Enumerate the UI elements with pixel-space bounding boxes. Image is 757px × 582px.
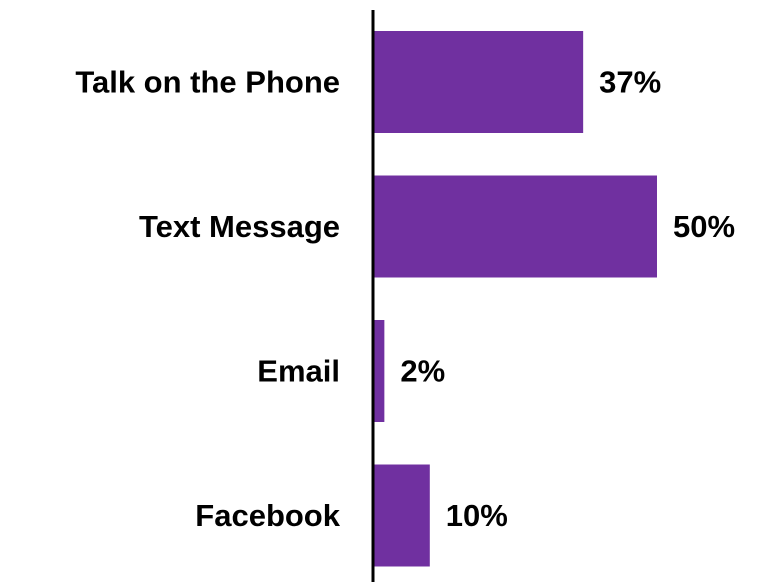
value-label: 50% <box>673 209 735 244</box>
labels-layer: Talk on the Phone 37% Text Message 50% Email… <box>75 65 735 534</box>
category-label: Talk on the Phone <box>75 65 340 100</box>
bar-email <box>373 320 385 422</box>
bar-facebook <box>373 464 430 567</box>
category-label: Facebook <box>195 498 340 533</box>
bar-talk-on-the-phone <box>373 31 584 133</box>
bars-layer <box>373 31 657 567</box>
category-label: Text Message <box>139 209 340 244</box>
bar-text-message <box>373 175 657 278</box>
value-label: 10% <box>446 498 508 533</box>
value-label: 37% <box>599 65 661 100</box>
category-label: Email <box>257 354 340 389</box>
value-label: 2% <box>400 354 445 389</box>
